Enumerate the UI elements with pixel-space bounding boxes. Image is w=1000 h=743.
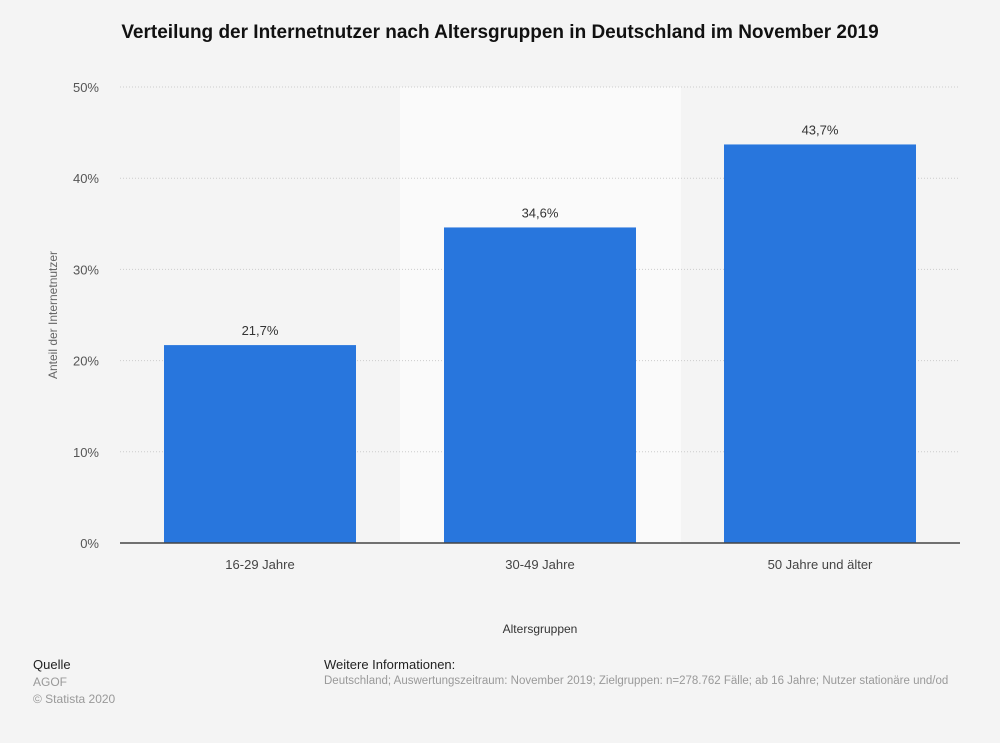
x-axis-title: Altersgruppen <box>503 622 578 636</box>
bar <box>164 345 356 543</box>
x-tick-label: 50 Jahre und älter <box>768 557 873 572</box>
y-tick-label: 50% <box>73 80 99 95</box>
y-tick-label: 30% <box>73 262 99 277</box>
x-tick-label: 16-29 Jahre <box>225 557 294 572</box>
chart-title: Verteilung der Internetnutzer nach Alter… <box>121 22 879 43</box>
data-label: 43,7% <box>802 122 839 137</box>
y-axis-title: Anteil der Internetnutzer <box>46 251 60 379</box>
y-tick-label: 0% <box>80 536 99 551</box>
y-tick-label: 10% <box>73 445 99 460</box>
info-label: Weitere Informationen: <box>324 657 456 672</box>
y-tick-label: 20% <box>73 354 99 369</box>
y-tick-label: 40% <box>73 171 99 186</box>
copyright: © Statista 2020 <box>33 692 116 706</box>
bar <box>724 144 916 543</box>
data-label: 21,7% <box>242 323 279 338</box>
data-label: 34,6% <box>522 205 559 220</box>
source-value[interactable]: AGOF <box>33 675 68 689</box>
bar <box>444 227 636 543</box>
source-label: Quelle <box>33 657 71 672</box>
x-tick-label: 30-49 Jahre <box>505 557 574 572</box>
info-text: Deutschland; Auswertungszeitraum: Novemb… <box>324 675 949 687</box>
